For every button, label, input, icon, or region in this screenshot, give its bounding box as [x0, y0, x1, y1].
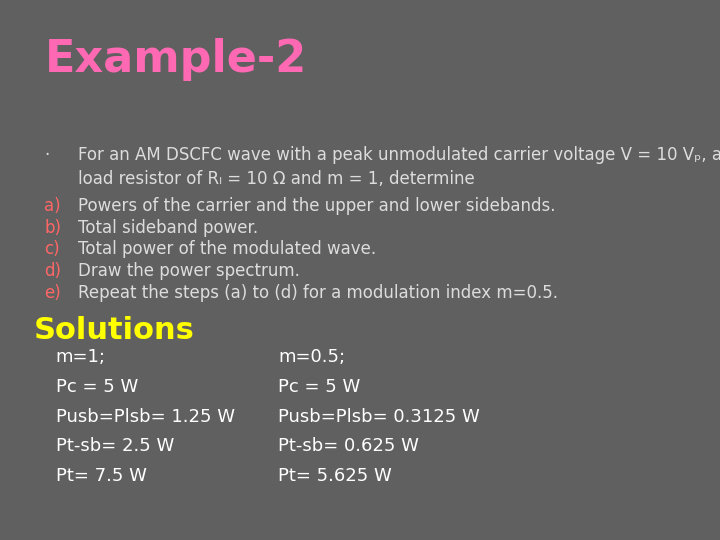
- Text: m=1;: m=1;: [55, 348, 106, 366]
- Text: Example-2: Example-2: [45, 38, 307, 81]
- Text: For an AM DSCFC wave with a peak unmodulated carrier voltage V⁣ = 10 Vₚ, a: For an AM DSCFC wave with a peak unmodul…: [78, 146, 720, 164]
- Text: Draw the power spectrum.: Draw the power spectrum.: [78, 262, 300, 280]
- Text: c): c): [45, 240, 60, 258]
- Text: b): b): [45, 219, 61, 237]
- Text: a): a): [45, 197, 61, 215]
- Text: load resistor of Rₗ = 10 Ω and m = 1, determine: load resistor of Rₗ = 10 Ω and m = 1, de…: [78, 170, 474, 188]
- Text: Total sideband power.: Total sideband power.: [78, 219, 258, 237]
- Text: e): e): [45, 284, 61, 301]
- Text: Pusb=Plsb= 0.3125 W: Pusb=Plsb= 0.3125 W: [278, 408, 480, 426]
- Text: Pusb=Plsb= 1.25 W: Pusb=Plsb= 1.25 W: [55, 408, 235, 426]
- Text: Pt= 7.5 W: Pt= 7.5 W: [55, 467, 146, 485]
- Text: Total power of the modulated wave.: Total power of the modulated wave.: [78, 240, 376, 258]
- Text: Pc = 5 W: Pc = 5 W: [55, 378, 138, 396]
- Text: Pt-sb= 0.625 W: Pt-sb= 0.625 W: [278, 437, 419, 455]
- Text: Pc = 5 W: Pc = 5 W: [278, 378, 360, 396]
- Text: Pt= 5.625 W: Pt= 5.625 W: [278, 467, 392, 485]
- Text: m=0.5;: m=0.5;: [278, 348, 345, 366]
- Text: Repeat the steps (a) to (d) for a modulation index m=0.5.: Repeat the steps (a) to (d) for a modula…: [78, 284, 558, 301]
- Text: ·: ·: [45, 146, 50, 164]
- Text: Pt-sb= 2.5 W: Pt-sb= 2.5 W: [55, 437, 174, 455]
- Text: Powers of the carrier and the upper and lower sidebands.: Powers of the carrier and the upper and …: [78, 197, 555, 215]
- Text: Solutions: Solutions: [33, 316, 194, 345]
- Text: d): d): [45, 262, 61, 280]
